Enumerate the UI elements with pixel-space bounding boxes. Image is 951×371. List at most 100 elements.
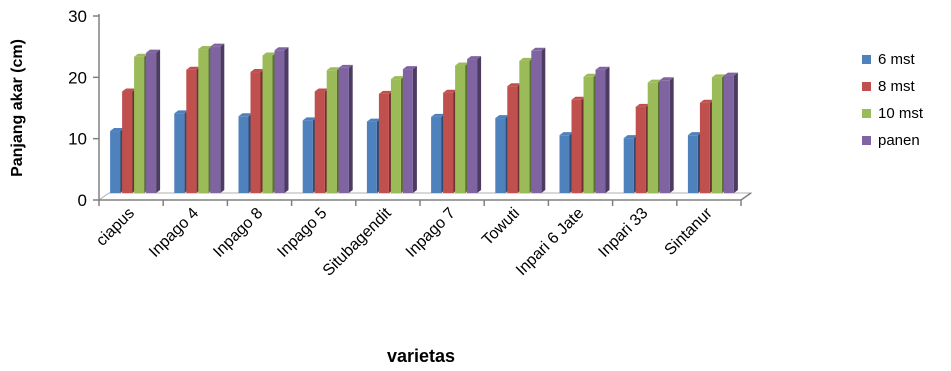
bar-top <box>659 77 674 81</box>
bar-side <box>412 66 417 193</box>
bar <box>198 46 213 193</box>
bar-front <box>571 99 582 193</box>
bar-front <box>238 116 249 193</box>
bar-front <box>146 52 157 193</box>
bar <box>531 47 546 194</box>
bar-front <box>274 50 285 193</box>
legend-item: 10 mst <box>862 105 924 122</box>
bar <box>623 135 638 193</box>
legend-swatch <box>862 109 871 118</box>
bar-front <box>122 91 133 193</box>
bar-top <box>238 113 253 117</box>
bar-front <box>699 102 710 193</box>
x-axis-depth-line <box>740 192 752 201</box>
bar-top <box>687 132 702 136</box>
x-tick-label: Inpago 7 <box>403 205 459 261</box>
plot-floor <box>97 192 753 201</box>
bar-top <box>262 52 277 56</box>
y-tick-label: 0 <box>78 191 87 210</box>
x-axis-title: varietas <box>387 346 455 366</box>
bar <box>186 66 201 193</box>
bar-front <box>443 92 454 193</box>
bar-top <box>507 83 522 87</box>
bar <box>390 76 405 193</box>
bar <box>250 69 265 193</box>
bar-front <box>210 46 221 194</box>
bar <box>378 90 393 193</box>
bar-top <box>186 66 201 70</box>
bar <box>431 113 446 193</box>
bar-front <box>314 91 325 193</box>
bar <box>210 43 225 194</box>
x-tick-label: Inpago 5 <box>274 205 330 261</box>
bar-top <box>338 64 353 68</box>
legend-label: panen <box>878 132 920 149</box>
bar-front <box>338 67 349 193</box>
bar-side <box>541 47 546 194</box>
legend-item: 8 mst <box>862 78 916 95</box>
bar-front <box>134 56 145 194</box>
bar <box>110 128 125 193</box>
bar <box>495 115 510 193</box>
x-tick-label: Inpago 4 <box>146 205 202 261</box>
bar-front <box>198 49 209 193</box>
bar <box>402 66 417 193</box>
bar-top <box>595 66 610 70</box>
bar-top <box>274 47 289 51</box>
bar-top <box>635 103 650 107</box>
bar <box>338 64 353 193</box>
bar-top <box>326 67 341 71</box>
bar-side <box>220 43 225 194</box>
x-tick-label: ciapus <box>93 205 138 250</box>
bar-top <box>174 110 189 114</box>
bar-front <box>390 79 401 193</box>
bar-front <box>402 69 413 193</box>
bar-front <box>507 86 518 193</box>
bar-top <box>302 117 317 121</box>
bar-top <box>495 115 510 119</box>
bar-top <box>402 66 417 70</box>
bar-front <box>174 113 185 193</box>
bar-top <box>122 88 137 92</box>
bar <box>583 73 598 193</box>
bar-top <box>390 76 405 80</box>
y-tick-label: 30 <box>68 7 87 26</box>
bar-top <box>443 89 458 93</box>
bar <box>366 118 381 193</box>
bar-side <box>733 72 738 193</box>
bar-top <box>134 53 149 57</box>
legend-swatch <box>862 136 871 145</box>
x-tick-label: Towuti <box>479 205 523 249</box>
y-axis-title: Panjang akar (cm) <box>9 39 26 177</box>
bars-group <box>110 43 738 194</box>
bar-side <box>156 49 161 193</box>
bar-top <box>723 72 738 76</box>
bar <box>647 79 662 193</box>
x-tick-label: Situbagendit <box>320 204 395 279</box>
x-tick-label: Inpari 6 Jate <box>513 205 587 279</box>
bar <box>174 110 189 193</box>
bar-front <box>250 72 261 193</box>
bar-top <box>110 128 125 132</box>
x-tick-label: Inpago 8 <box>210 205 266 261</box>
bar-top <box>455 62 470 66</box>
bar <box>134 53 149 194</box>
bar-front <box>110 131 121 193</box>
legend-item: 6 mst <box>862 51 916 68</box>
bar-front <box>687 135 698 193</box>
bar <box>326 67 341 193</box>
x-tick-label: Inpari 33 <box>595 205 651 261</box>
bar <box>711 74 726 193</box>
bar-top <box>467 56 482 60</box>
legend-swatch <box>862 82 871 91</box>
bar-front <box>455 65 466 193</box>
bar-front <box>302 120 313 193</box>
bar <box>635 103 650 193</box>
bar <box>122 88 137 193</box>
bar-front <box>559 135 570 193</box>
bar-top <box>314 88 329 92</box>
bar-front <box>711 77 722 193</box>
bar-side <box>669 77 674 193</box>
bar <box>507 83 522 193</box>
